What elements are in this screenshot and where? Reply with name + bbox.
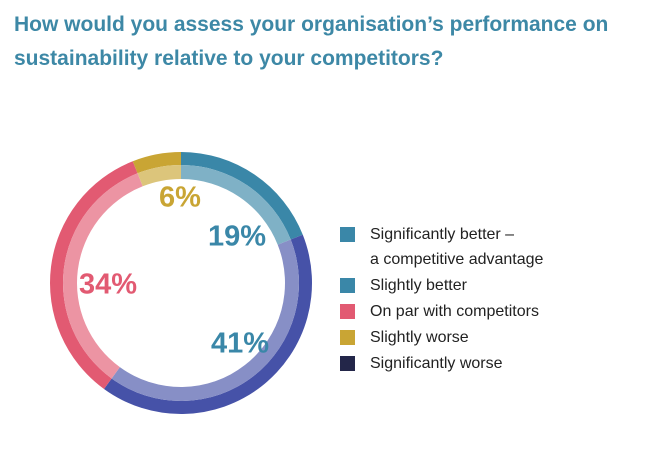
chart-title: How would you assess your organisation’s… (14, 13, 609, 70)
legend-swatch (340, 227, 355, 242)
legend-swatch (340, 278, 355, 293)
legend-item: Significantly worse (340, 351, 660, 376)
legend-swatch (340, 304, 355, 319)
legend-label: On par with competitors (370, 303, 539, 320)
data-label-slightly-better: 19% (208, 221, 266, 253)
legend-item: On par with competitors (340, 299, 660, 324)
legend-label: Slightly worse (370, 329, 469, 346)
slice-inner-band-slightly-better (181, 165, 291, 245)
legend-item: Slightly worse (340, 325, 660, 350)
legend-swatch (340, 330, 355, 345)
slice-inner-band-slightly-worse (137, 165, 181, 187)
legend-swatch (340, 356, 355, 371)
chart-legend: Significantly better – a competitive adv… (340, 222, 660, 377)
slice-inner-band-on-par-with-competitors (63, 173, 143, 379)
data-label-significantly-worse: 41% (211, 328, 269, 360)
legend-label: Slightly better (370, 277, 467, 294)
slice-slightly-worse (132, 152, 181, 174)
slice-inner-band-significantly-worse (111, 239, 299, 401)
legend-label: Significantly worse (370, 355, 503, 372)
data-label-slightly-worse: 6% (159, 182, 201, 214)
data-label-on-par-with-competitors: 34% (79, 269, 137, 301)
slice-significantly-worse (104, 234, 313, 415)
legend-label: Significantly better – a competitive adv… (370, 226, 544, 268)
legend-item: Slightly better (340, 273, 660, 298)
slice-on-par-with-competitors (49, 161, 138, 389)
legend-item: Significantly better – a competitive adv… (340, 222, 660, 272)
slice-slightly-better (181, 152, 303, 240)
